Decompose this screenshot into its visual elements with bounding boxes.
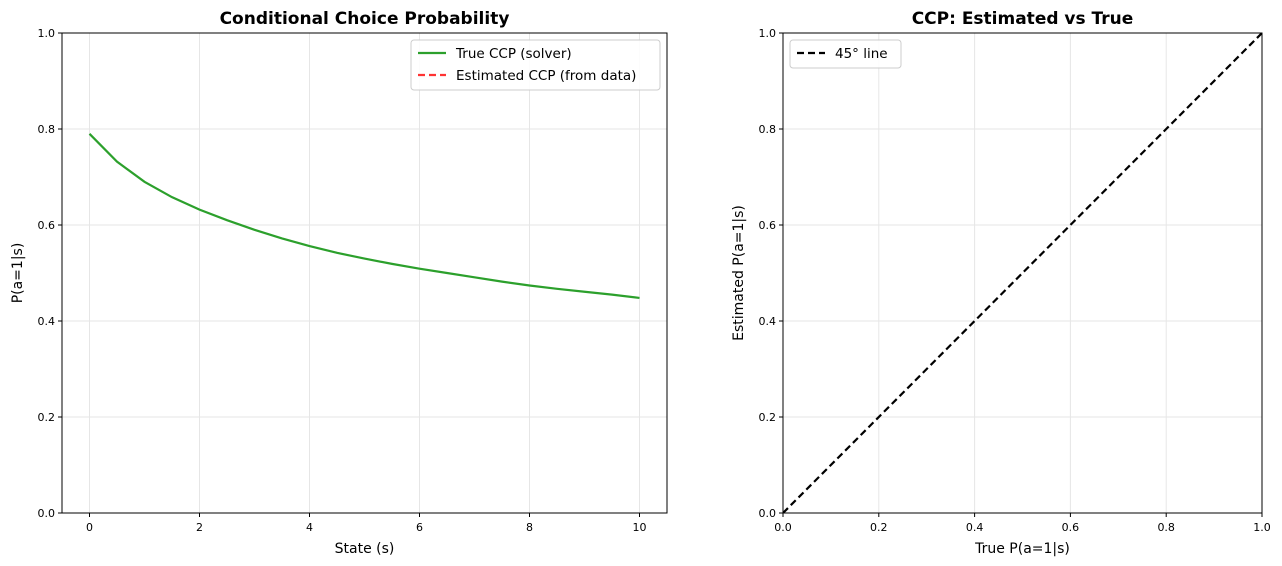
legend: 45° line [789,39,902,69]
axes-frame [61,32,668,514]
x-tick-label: 0 [86,521,93,534]
chart-panel-2: 0.0 0.2 0.4 0.6 0.8 1.0 0.0 0.2 0.4 0.6 0.8 1.0 CCP:… [731,9,1271,557]
legend-box [410,39,661,91]
legend-box [789,39,902,69]
series-line-1 [88,133,640,300]
y-tick-label: 0.6 [759,219,777,232]
x-tick-label: 10 [633,521,647,534]
x-tick-label: 0.4 [966,521,984,534]
x-axis-label: State (s) [335,541,395,557]
y-tick-label: 0.2 [38,411,56,424]
y-tick-label: 0.4 [38,315,56,328]
x-tick-label: 2 [196,521,203,534]
x-tick-label: 0.6 [1062,521,1080,534]
series-line-1 [783,33,1262,513]
y-tick-label: 0.4 [759,315,777,328]
x-tick-label: 0.2 [870,521,888,534]
y-axis-label: Estimated P(a=1|s) [731,205,747,341]
legend-label: True CCP (solver) [455,46,572,62]
y-tick-label: 0.8 [759,123,777,136]
x-tick-label: 1.0 [1253,521,1271,534]
x-tick-label: 8 [526,521,533,534]
y-tick-label: 0.0 [759,507,777,520]
legend: True CCP (solver) Estimated CCP (from dat… [410,39,661,91]
chart-panel-1: 0 2 4 6 8 10 0.0 0.2 0.4 0.6 0.8 1.0 Conditional Cho… [10,9,668,557]
legend-label: Estimated CCP (from data) [456,68,636,84]
x-tick-label: 4 [306,521,313,534]
x-axis-label: True P(a=1|s) [974,541,1070,557]
y-tick-label: 0.8 [38,123,56,136]
y-axis-label: P(a=1|s) [10,243,26,304]
y-tick-label: 1.0 [759,27,777,40]
x-tick-label: 0.8 [1157,521,1175,534]
y-tick-label: 0.0 [38,507,56,520]
axes-frame [782,32,1263,514]
y-tick-label: 1.0 [38,27,56,40]
chart-title: Conditional Choice Probability [220,9,510,29]
x-tick-label: 0.0 [774,521,792,534]
chart-title: CCP: Estimated vs True [912,9,1134,29]
x-tick-label: 6 [416,521,423,534]
y-tick-label: 0.6 [38,219,56,232]
legend-label: 45° line [835,46,888,62]
y-tick-label: 0.2 [759,411,777,424]
